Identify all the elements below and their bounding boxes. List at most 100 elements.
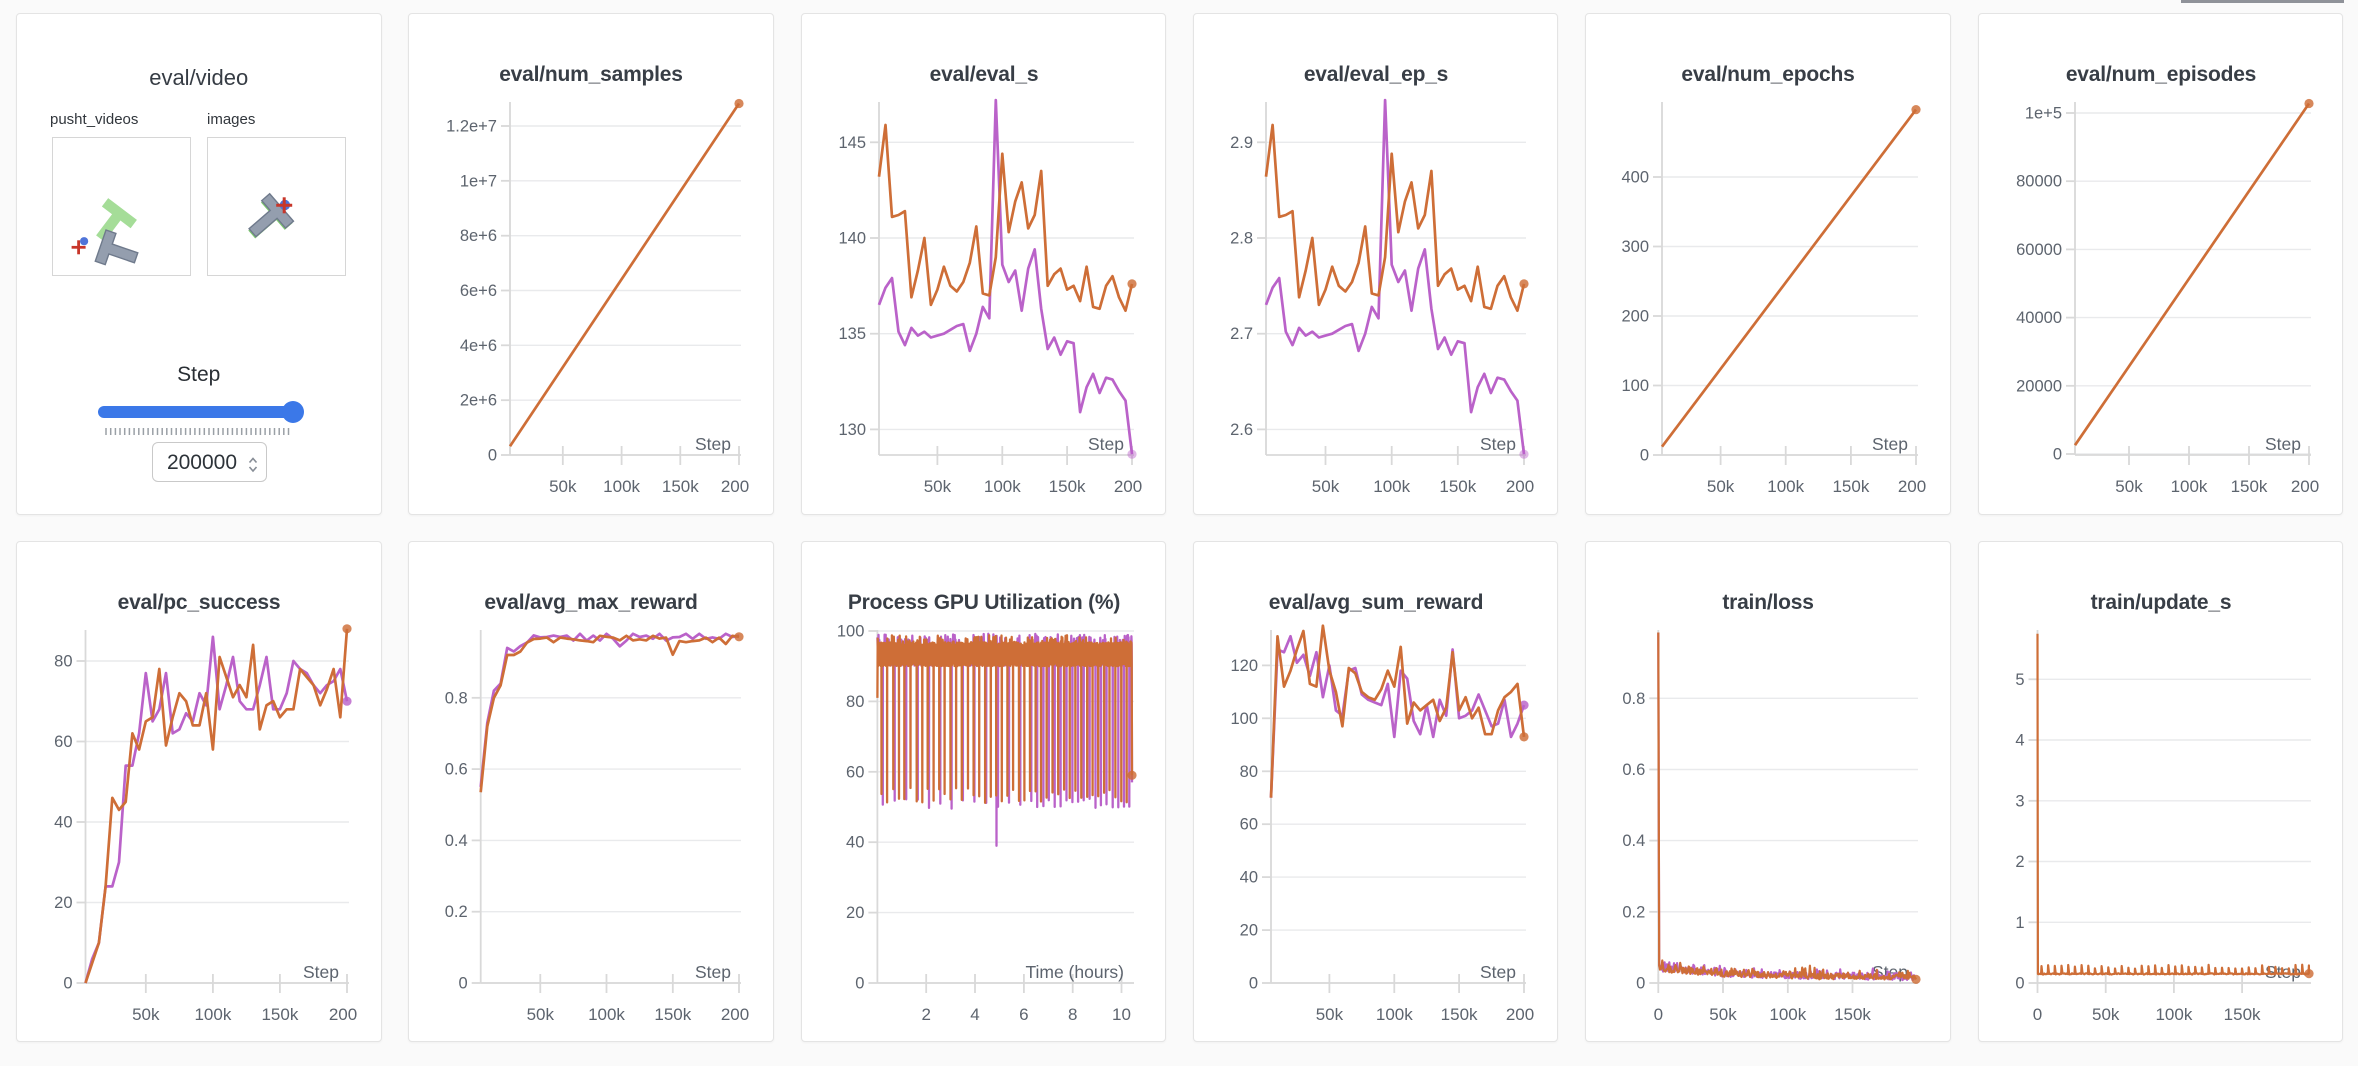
svg-text:150k: 150k <box>261 1005 298 1024</box>
svg-text:150k: 150k <box>1834 1005 1871 1024</box>
svg-text:6: 6 <box>1019 1005 1028 1024</box>
svg-text:20: 20 <box>846 904 864 922</box>
svg-text:60000: 60000 <box>2016 241 2062 259</box>
svg-text:40000: 40000 <box>2016 309 2062 327</box>
svg-text:40: 40 <box>1240 868 1258 886</box>
svg-text:8: 8 <box>1068 1005 1077 1024</box>
svg-text:eval/pc_success: eval/pc_success <box>118 591 281 614</box>
svg-text:60: 60 <box>846 763 864 781</box>
svg-text:eval/eval_ep_s: eval/eval_ep_s <box>1304 63 1448 86</box>
svg-text:0.4: 0.4 <box>445 832 468 850</box>
svg-text:60: 60 <box>54 733 72 751</box>
svg-text:150k: 150k <box>655 1005 692 1024</box>
svg-text:2.8: 2.8 <box>1230 230 1253 248</box>
svg-text:200: 200 <box>1898 477 1926 496</box>
svg-text:120: 120 <box>1230 657 1258 675</box>
svg-text:130: 130 <box>838 421 866 439</box>
svg-text:8e+6: 8e+6 <box>460 227 497 245</box>
svg-text:150k: 150k <box>2223 1005 2260 1024</box>
svg-text:0: 0 <box>855 974 864 992</box>
svg-text:20000: 20000 <box>2016 377 2062 395</box>
svg-text:2: 2 <box>921 1005 930 1024</box>
svg-text:200: 200 <box>721 477 749 496</box>
svg-text:0: 0 <box>488 447 497 465</box>
svg-text:0: 0 <box>63 974 72 992</box>
svg-text:0: 0 <box>1654 1005 1663 1024</box>
svg-text:eval/num_samples: eval/num_samples <box>500 63 684 86</box>
svg-text:200: 200 <box>1113 477 1141 496</box>
svg-text:150k: 150k <box>1439 477 1476 496</box>
svg-text:100k: 100k <box>1767 477 1804 496</box>
svg-text:140: 140 <box>838 230 866 248</box>
svg-text:200: 200 <box>721 1005 749 1024</box>
svg-text:0: 0 <box>1640 447 1649 465</box>
svg-text:0: 0 <box>459 974 468 992</box>
svg-text:40: 40 <box>54 813 72 831</box>
svg-text:0: 0 <box>2052 446 2061 464</box>
svg-text:6e+6: 6e+6 <box>460 282 497 300</box>
svg-text:100: 100 <box>1230 709 1258 727</box>
svg-text:20: 20 <box>54 894 72 912</box>
svg-text:Step: Step <box>303 962 339 982</box>
svg-text:135: 135 <box>838 325 866 343</box>
svg-text:4: 4 <box>970 1005 979 1024</box>
svg-text:50k: 50k <box>923 477 951 496</box>
svg-text:50k: 50k <box>549 477 577 496</box>
svg-text:100k: 100k <box>1376 1005 1413 1024</box>
svg-text:100k: 100k <box>1770 1005 1807 1024</box>
svg-text:200: 200 <box>1622 308 1650 326</box>
svg-text:150k: 150k <box>1833 477 1870 496</box>
svg-text:2: 2 <box>2015 853 2024 871</box>
svg-text:eval/avg_sum_reward: eval/avg_sum_reward <box>1269 591 1484 614</box>
svg-text:0: 0 <box>2032 1005 2041 1024</box>
svg-text:1.2e+7: 1.2e+7 <box>446 118 497 136</box>
svg-text:3: 3 <box>2015 792 2024 810</box>
svg-text:Process GPU Utilization (%): Process GPU Utilization (%) <box>847 591 1119 614</box>
svg-text:145: 145 <box>838 134 866 152</box>
svg-text:0.2: 0.2 <box>445 903 468 921</box>
svg-text:100: 100 <box>1622 377 1650 395</box>
svg-text:5: 5 <box>2015 670 2024 688</box>
svg-text:50k: 50k <box>1707 477 1735 496</box>
svg-text:Step: Step <box>2265 434 2301 454</box>
svg-text:80000: 80000 <box>2016 173 2062 191</box>
svg-text:50k: 50k <box>1316 1005 1344 1024</box>
svg-text:100k: 100k <box>588 1005 625 1024</box>
svg-text:1e+5: 1e+5 <box>2024 105 2061 123</box>
svg-text:Step: Step <box>1480 434 1516 454</box>
svg-text:2.6: 2.6 <box>1230 421 1253 439</box>
svg-text:80: 80 <box>54 652 72 670</box>
svg-text:2.7: 2.7 <box>1230 325 1253 343</box>
svg-text:100: 100 <box>836 622 864 640</box>
svg-text:eval/num_episodes: eval/num_episodes <box>2065 63 2255 86</box>
svg-text:Step: Step <box>1872 434 1908 454</box>
svg-text:200: 200 <box>1506 477 1534 496</box>
svg-text:Step: Step <box>695 962 731 982</box>
svg-text:eval/avg_max_reward: eval/avg_max_reward <box>485 591 698 614</box>
svg-text:200: 200 <box>1506 1005 1534 1024</box>
svg-text:Step: Step <box>695 434 731 454</box>
svg-text:50k: 50k <box>132 1005 160 1024</box>
svg-text:2.9: 2.9 <box>1230 134 1253 152</box>
svg-text:1: 1 <box>2015 913 2024 931</box>
svg-text:0: 0 <box>2015 974 2024 992</box>
svg-text:1e+7: 1e+7 <box>460 172 497 190</box>
svg-text:100k: 100k <box>194 1005 231 1024</box>
svg-text:0.2: 0.2 <box>1623 903 1646 921</box>
svg-text:80: 80 <box>1240 762 1258 780</box>
svg-text:Step: Step <box>1480 962 1516 982</box>
svg-text:0: 0 <box>1636 974 1645 992</box>
svg-text:2e+6: 2e+6 <box>460 392 497 410</box>
svg-text:300: 300 <box>1622 238 1650 256</box>
svg-text:50k: 50k <box>527 1005 555 1024</box>
svg-text:eval/num_epochs: eval/num_epochs <box>1682 63 1855 86</box>
svg-text:10: 10 <box>1112 1005 1131 1024</box>
svg-text:80: 80 <box>846 693 864 711</box>
svg-text:100k: 100k <box>2170 477 2207 496</box>
svg-text:50k: 50k <box>1312 477 1340 496</box>
svg-text:50k: 50k <box>1709 1005 1737 1024</box>
svg-text:50k: 50k <box>2091 1005 2119 1024</box>
svg-text:20: 20 <box>1240 921 1258 939</box>
svg-text:0.6: 0.6 <box>445 760 468 778</box>
svg-text:150k: 150k <box>1441 1005 1478 1024</box>
